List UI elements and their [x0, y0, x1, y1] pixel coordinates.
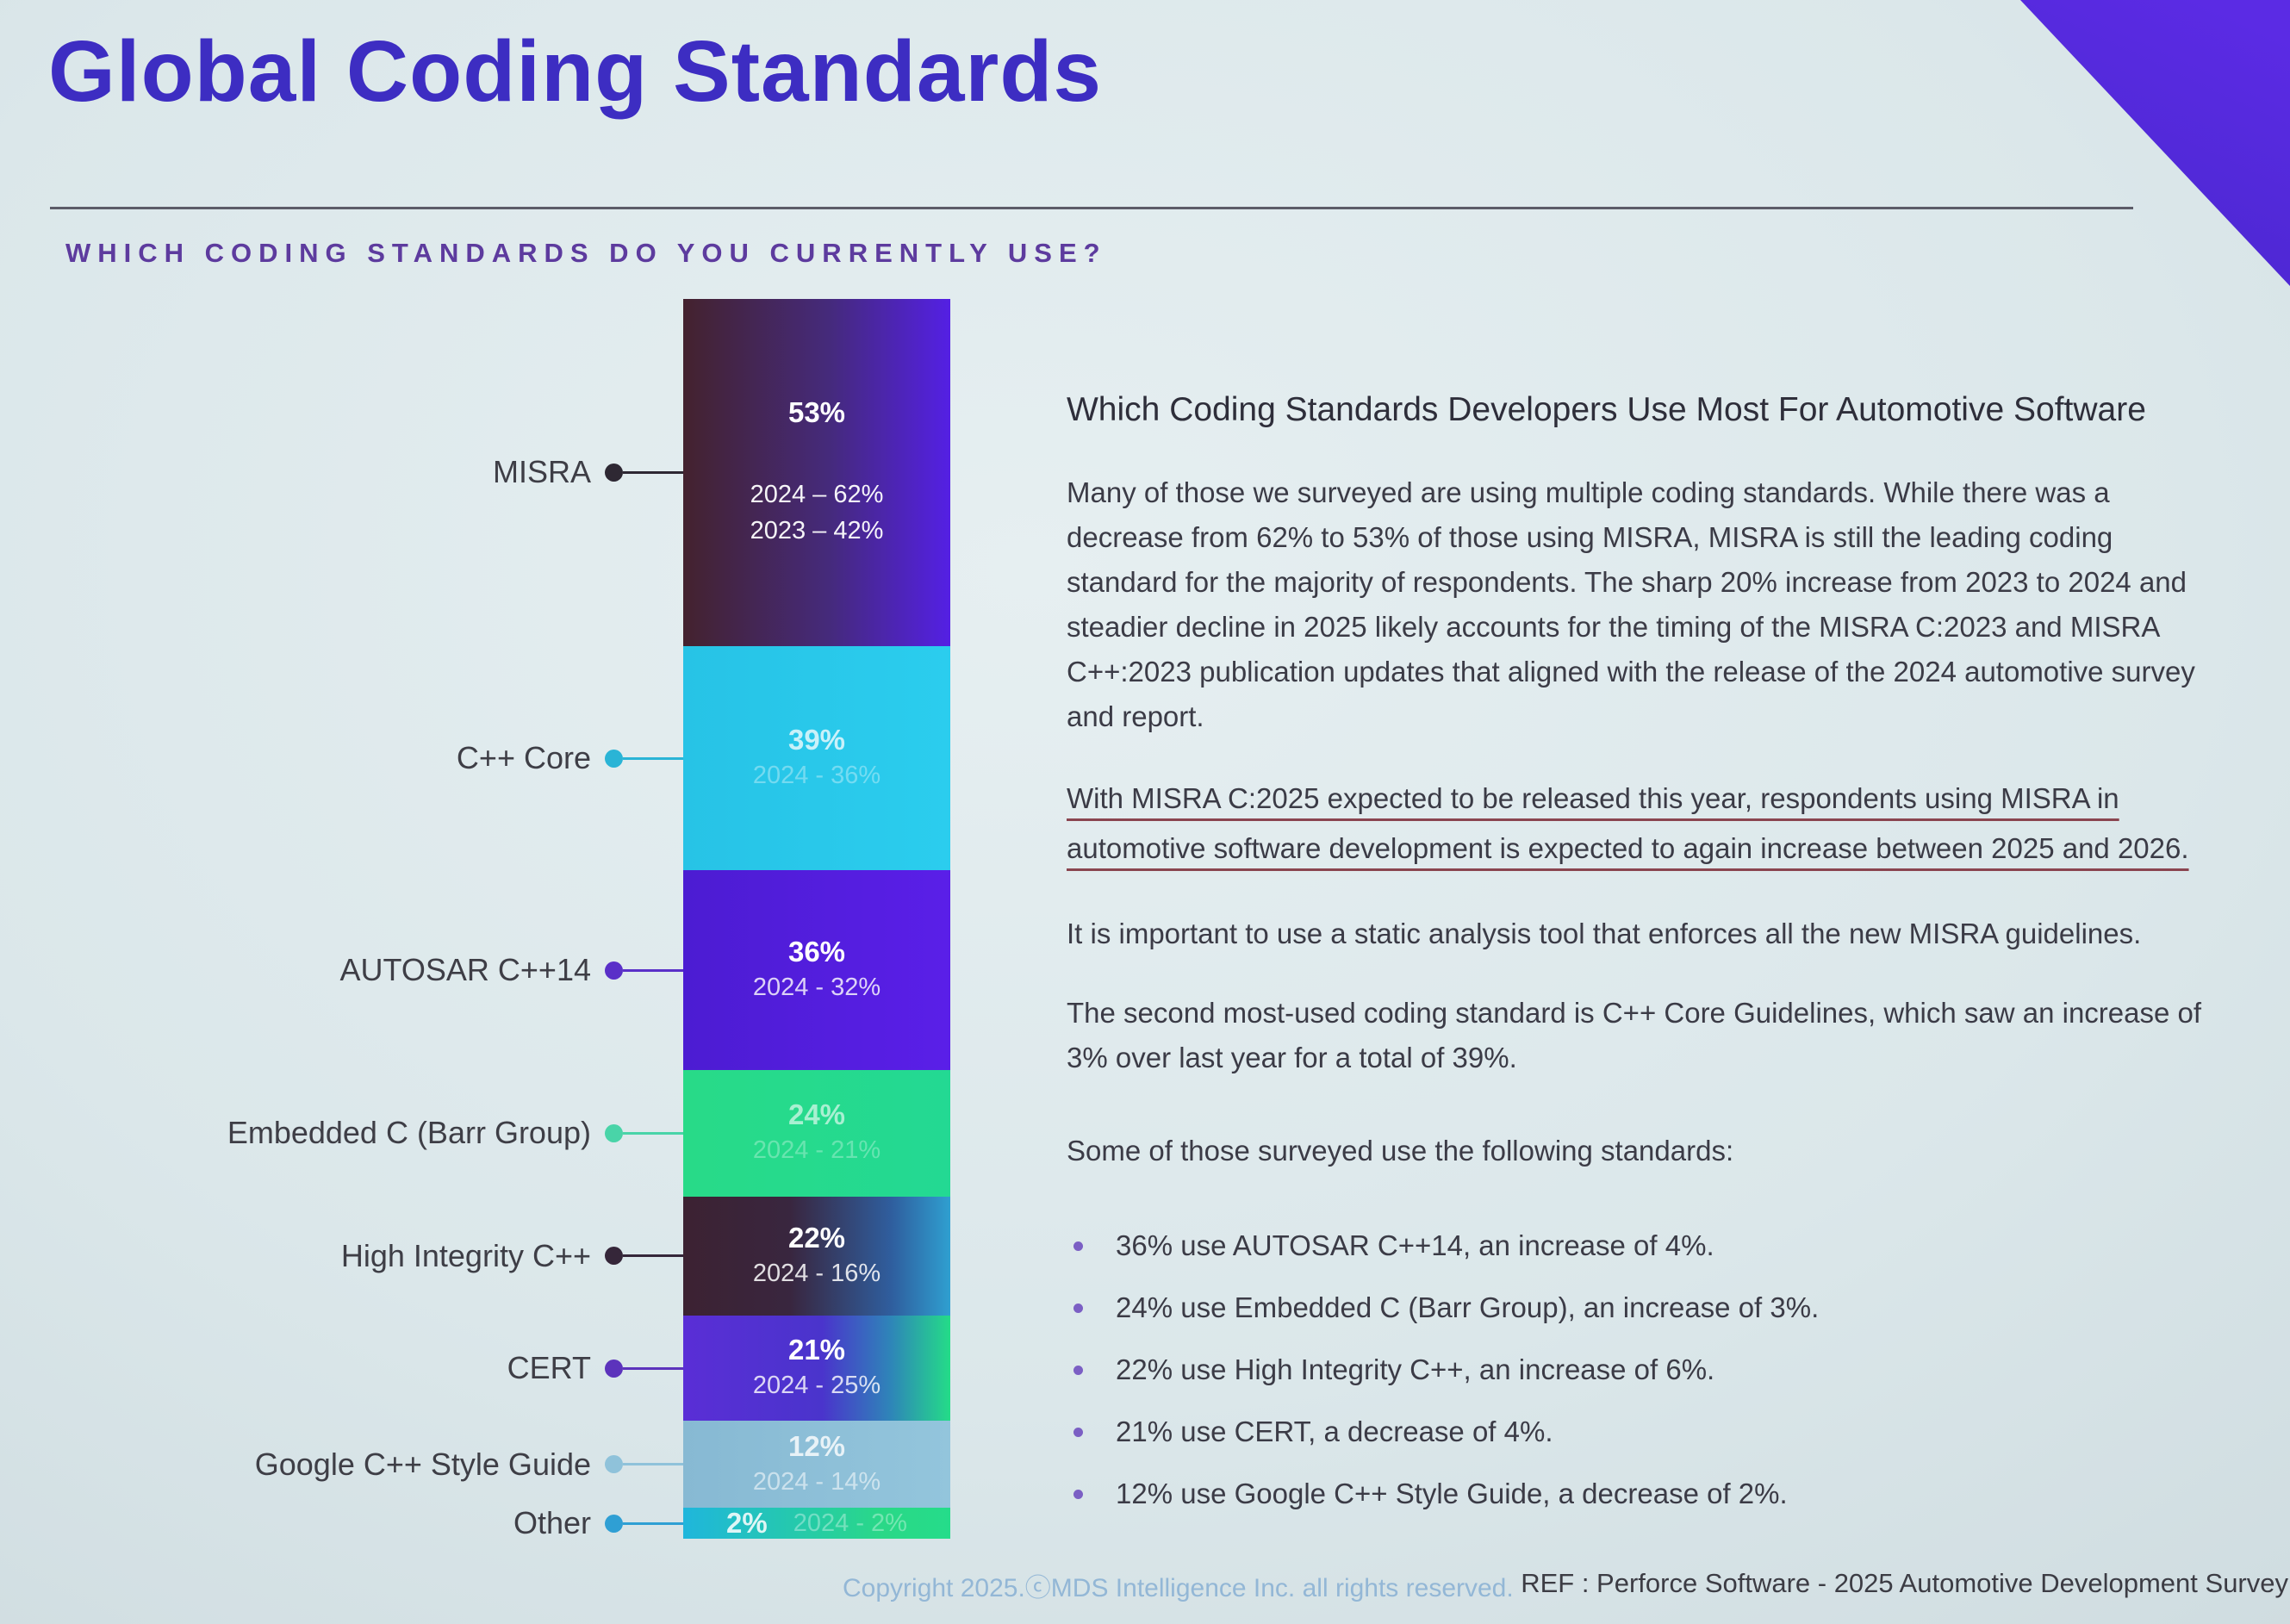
copyright-text: Copyright 2025.ⓒMDS Intelligence Inc. al…: [843, 1574, 1514, 1602]
title-divider: [50, 207, 2133, 209]
segment-value-label: 2%: [726, 1506, 768, 1539]
leader-line: [623, 1463, 683, 1466]
segment-history-label: 2024 - 16%: [752, 1259, 881, 1287]
bullet-dot-icon: [1073, 1366, 1083, 1375]
leader-line: [623, 1254, 683, 1258]
leader-dot: [605, 961, 623, 980]
stacked-bar-chart: MISRA C++ Core AUTOSAR C++14 Embedded C (Ba…: [0, 299, 950, 1541]
bullets-intro: Some of those surveyed use the following…: [1067, 1135, 1734, 1167]
list-item-text: 22% use High Integrity C++, an increase …: [1116, 1353, 1715, 1385]
bar-segment-high-integrity-cpp: 22% 2024 - 16%: [683, 1196, 950, 1316]
segment-history-label: 2024 - 2%: [793, 1509, 907, 1537]
leader-line: [623, 1366, 683, 1370]
leader-dot: [605, 1247, 623, 1266]
bar-label-row-other: Other: [513, 1505, 683, 1541]
article-heading: Which Coding Standards Developers Use Mo…: [1067, 391, 2146, 428]
bar-label-row-autosar-cpp14: AUTOSAR C++14: [340, 952, 683, 988]
leader-line: [623, 1521, 683, 1525]
bar-category-label: C++ Core: [456, 740, 591, 776]
stacked-bar: 53% 2024 – 62% 2023 – 42% 39% 2024 - 36% 36% 2…: [683, 299, 950, 1539]
list-item: 22% use High Integrity C++, an increase …: [1067, 1347, 2214, 1392]
segment-value-label: 36%: [787, 936, 846, 968]
chart-question-subtitle: WHICH CODING STANDARDS DO YOU CURRENTLY …: [65, 238, 1107, 268]
bar-segment-google-style-guide: 12% 2024 - 14%: [683, 1421, 950, 1508]
leader-dot: [605, 1455, 623, 1474]
segment-value-label: 22%: [787, 1221, 846, 1254]
leader-dot: [605, 1514, 623, 1533]
bullet-dot-icon: [1073, 1241, 1083, 1251]
leader-line: [623, 1131, 683, 1135]
list-item: 36% use AUTOSAR C++14, an increase of 4%…: [1067, 1223, 2214, 1268]
standards-bullet-list: 36% use AUTOSAR C++14, an increase of 4%…: [1067, 1223, 2214, 1516]
bar-label-row-cert: CERT: [507, 1350, 683, 1386]
bar-category-label: Google C++ Style Guide: [254, 1446, 591, 1482]
bar-category-label: Embedded C (Barr Group): [227, 1115, 591, 1151]
list-item: 21% use CERT, a decrease of 4%.: [1067, 1409, 2214, 1454]
article-paragraph-3: The second most-used coding standard is …: [1067, 997, 2202, 1073]
list-item-text: 12% use Google C++ Style Guide, a decrea…: [1116, 1478, 1788, 1509]
segment-value-label: 53%: [787, 396, 846, 429]
segment-value-label: 39%: [787, 724, 846, 756]
list-item: 12% use Google C++ Style Guide, a decrea…: [1067, 1472, 2214, 1516]
reference-text: REF : Perforce Software - 2025 Automotiv…: [1521, 1568, 2288, 1598]
leader-dot: [605, 1359, 623, 1378]
leader-dot: [605, 463, 623, 482]
segment-history-label: 2023 – 42%: [750, 517, 884, 545]
bar-segment-other: 2% 2024 - 2%: [683, 1506, 950, 1539]
article-paragraph-2: It is important to use a static analysis…: [1067, 918, 2142, 949]
bullet-dot-icon: [1073, 1304, 1083, 1313]
bar-category-label: MISRA: [492, 454, 591, 490]
bar-label-row-high-integrity-cpp: High Integrity C++: [341, 1238, 683, 1274]
bar-category-label: Other: [513, 1505, 591, 1540]
bar-label-row-embedded-c: Embedded C (Barr Group): [227, 1115, 683, 1151]
corner-accent-triangle: [2020, 0, 2290, 286]
bar-segment-cert: 21% 2024 - 25%: [683, 1315, 950, 1422]
bar-segment-misra: 53% 2024 – 62% 2023 – 42%: [683, 299, 950, 646]
list-item-text: 24% use Embedded C (Barr Group), an incr…: [1116, 1291, 1820, 1323]
bullet-dot-icon: [1073, 1428, 1083, 1437]
list-item: 24% use Embedded C (Barr Group), an incr…: [1067, 1285, 2214, 1330]
page-title: Global Coding Standards: [48, 23, 1103, 120]
bar-label-row-google-style-guide: Google C++ Style Guide: [255, 1447, 683, 1483]
bar-category-label: CERT: [507, 1350, 591, 1386]
bar-segment-embedded-c: 24% 2024 - 21%: [683, 1070, 950, 1197]
bullet-dot-icon: [1073, 1490, 1083, 1499]
bar-segment-cpp-core: 39% 2024 - 36%: [683, 645, 950, 871]
leader-dot: [605, 749, 623, 768]
bar-label-row-misra: MISRA: [493, 454, 683, 490]
segment-value-label: 12%: [787, 1429, 846, 1462]
bar-labels: MISRA C++ Core AUTOSAR C++14 Embedded C (Ba…: [0, 299, 683, 1541]
segment-value-label: 24%: [787, 1098, 846, 1131]
segment-history-label: 2024 - 32%: [752, 974, 881, 1002]
underlined-text: With MISRA C:2025 expected to be release…: [1067, 782, 2189, 864]
leader-line: [623, 470, 683, 474]
list-item-text: 21% use CERT, a decrease of 4%.: [1116, 1416, 1553, 1447]
bar-category-label: AUTOSAR C++14: [339, 952, 591, 988]
leader-line: [623, 756, 683, 760]
segment-history-label: 2024 – 62%: [750, 481, 884, 509]
segment-history-label: 2024 - 25%: [752, 1372, 881, 1400]
article-column: Which Coding Standards Developers Use Mo…: [1067, 389, 2214, 1534]
bar-label-row-cpp-core: C++ Core: [457, 740, 683, 776]
leader-dot: [605, 1123, 623, 1142]
segment-history-label: 2024 - 36%: [752, 762, 881, 790]
bar-category-label: High Integrity C++: [340, 1237, 591, 1273]
leader-line: [623, 968, 683, 972]
segment-history-label: 2024 - 14%: [752, 1467, 881, 1496]
bar-segment-autosar-cpp14: 36% 2024 - 32%: [683, 870, 950, 1071]
underlined-paragraph: With MISRA C:2025 expected to be release…: [1067, 774, 2214, 874]
segment-value-label: 21%: [787, 1334, 846, 1366]
article-paragraph-1: Many of those we surveyed are using mult…: [1067, 476, 2195, 732]
segment-history-label: 2024 - 21%: [752, 1136, 881, 1165]
list-item-text: 36% use AUTOSAR C++14, an increase of 4%…: [1116, 1229, 1714, 1261]
